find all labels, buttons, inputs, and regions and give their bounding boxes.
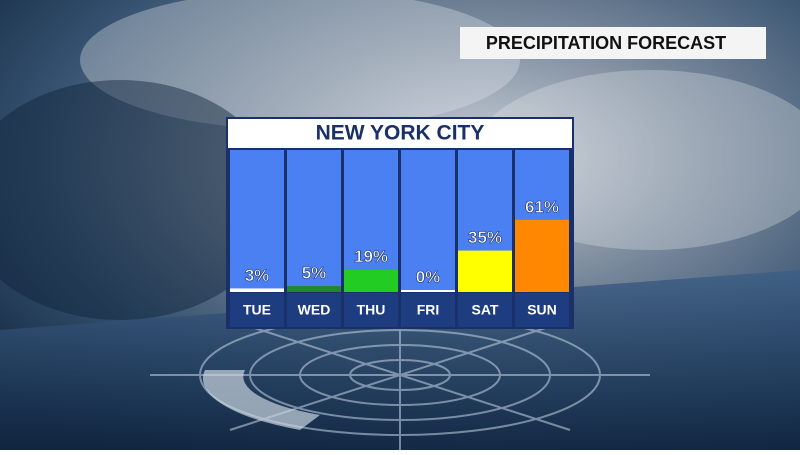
x-tick-label: THU — [357, 302, 386, 318]
header-title: PRECIPITATION FORECAST — [486, 33, 726, 53]
x-tick-label: SUN — [527, 302, 557, 318]
bar — [344, 269, 398, 292]
column-bg — [230, 150, 284, 292]
column-bg — [401, 150, 455, 292]
day-strip — [515, 293, 569, 327]
x-tick-label: TUE — [243, 302, 271, 318]
value-label: 3% — [245, 266, 270, 285]
column-bg — [344, 150, 398, 292]
column-bg — [287, 150, 341, 292]
bar — [515, 219, 569, 292]
value-label: 5% — [302, 264, 327, 283]
x-tick-label: SAT — [472, 302, 499, 318]
day-strip — [401, 293, 455, 327]
bar — [230, 288, 284, 292]
x-tick-label: FRI — [417, 302, 440, 318]
value-label: 61% — [525, 197, 559, 216]
bar — [287, 286, 341, 292]
x-tick-label: WED — [298, 302, 331, 318]
bar — [401, 290, 455, 292]
value-label: 19% — [354, 247, 388, 266]
day-strip — [230, 293, 284, 327]
day-strip — [344, 293, 398, 327]
value-label: 0% — [416, 267, 441, 286]
panel-title-box — [228, 119, 572, 148]
value-label: 35% — [468, 228, 502, 247]
chart-title: NEW YORK CITY — [316, 122, 485, 145]
day-strip — [458, 293, 512, 327]
header-box — [460, 27, 766, 59]
bar — [458, 250, 512, 292]
columns: TUE 3% WED 5% THU 19% FRI 0% SAT 35% SUN 61% — [230, 150, 569, 327]
day-strip — [287, 293, 341, 327]
